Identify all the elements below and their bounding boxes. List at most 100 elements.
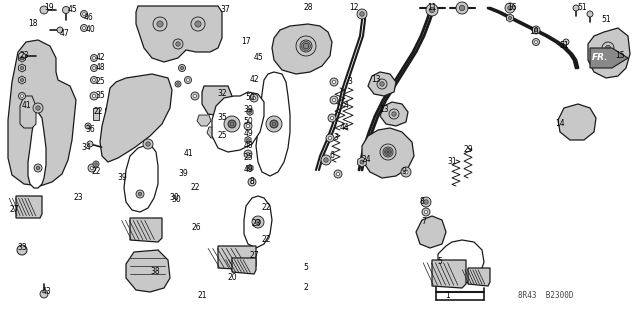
- Text: 46: 46: [83, 13, 93, 23]
- Polygon shape: [126, 250, 170, 292]
- Circle shape: [246, 152, 250, 156]
- Circle shape: [422, 208, 430, 216]
- Text: 10: 10: [529, 27, 539, 36]
- Circle shape: [266, 116, 282, 132]
- Text: 18: 18: [28, 19, 38, 28]
- Circle shape: [83, 12, 85, 15]
- Text: 22: 22: [261, 235, 271, 244]
- Circle shape: [36, 106, 40, 110]
- Circle shape: [40, 290, 48, 298]
- Polygon shape: [245, 137, 251, 144]
- Circle shape: [255, 219, 260, 225]
- Text: 25: 25: [217, 131, 227, 140]
- Circle shape: [272, 122, 276, 126]
- Circle shape: [187, 78, 189, 81]
- Circle shape: [90, 92, 98, 100]
- Text: 16: 16: [507, 4, 517, 12]
- Text: 32: 32: [217, 90, 227, 99]
- Polygon shape: [130, 218, 162, 242]
- Circle shape: [90, 64, 97, 71]
- Circle shape: [93, 161, 99, 167]
- Circle shape: [228, 120, 236, 128]
- Circle shape: [386, 150, 390, 154]
- Circle shape: [63, 6, 70, 13]
- Text: 8: 8: [250, 177, 254, 187]
- Polygon shape: [16, 196, 42, 218]
- Circle shape: [605, 45, 611, 51]
- Circle shape: [573, 5, 579, 11]
- Circle shape: [20, 95, 24, 97]
- Text: 49: 49: [243, 166, 253, 174]
- Circle shape: [175, 81, 181, 87]
- Circle shape: [606, 58, 610, 62]
- Polygon shape: [416, 216, 446, 248]
- Text: 27: 27: [9, 205, 19, 214]
- Polygon shape: [124, 144, 158, 212]
- Circle shape: [324, 158, 328, 162]
- Circle shape: [426, 4, 438, 16]
- Circle shape: [153, 17, 167, 31]
- Text: 27: 27: [249, 251, 259, 261]
- Circle shape: [228, 120, 236, 128]
- Circle shape: [296, 36, 316, 56]
- Text: 25: 25: [243, 153, 253, 162]
- Text: 15: 15: [615, 51, 625, 61]
- Text: 23: 23: [73, 194, 83, 203]
- Circle shape: [300, 40, 312, 52]
- Polygon shape: [558, 104, 596, 140]
- Circle shape: [380, 82, 384, 86]
- Text: 12: 12: [349, 4, 359, 12]
- Circle shape: [248, 111, 252, 113]
- Circle shape: [184, 77, 191, 84]
- Circle shape: [179, 64, 186, 71]
- Circle shape: [328, 137, 332, 140]
- Text: 39: 39: [178, 169, 188, 179]
- Text: 23: 23: [251, 219, 261, 228]
- Circle shape: [246, 124, 250, 128]
- Circle shape: [532, 39, 540, 46]
- Polygon shape: [8, 40, 76, 186]
- Circle shape: [83, 26, 85, 29]
- Circle shape: [95, 163, 97, 165]
- Circle shape: [224, 116, 240, 132]
- Polygon shape: [19, 64, 26, 72]
- Polygon shape: [588, 28, 630, 78]
- Circle shape: [87, 141, 93, 147]
- Circle shape: [326, 134, 334, 142]
- Circle shape: [332, 98, 335, 101]
- Polygon shape: [247, 108, 253, 115]
- Polygon shape: [358, 157, 366, 167]
- Circle shape: [424, 211, 428, 214]
- Circle shape: [34, 164, 42, 172]
- Polygon shape: [136, 6, 222, 62]
- Text: 42: 42: [95, 54, 105, 63]
- Circle shape: [173, 39, 183, 49]
- Circle shape: [81, 11, 88, 18]
- Circle shape: [248, 178, 256, 186]
- Circle shape: [20, 66, 24, 70]
- Circle shape: [244, 150, 252, 158]
- Circle shape: [180, 66, 184, 70]
- Circle shape: [252, 96, 255, 100]
- Circle shape: [87, 125, 89, 127]
- Polygon shape: [105, 108, 111, 120]
- Circle shape: [301, 41, 310, 50]
- Circle shape: [392, 112, 396, 116]
- Text: 35: 35: [95, 92, 105, 100]
- Text: 44: 44: [339, 123, 349, 132]
- Circle shape: [90, 77, 97, 84]
- Circle shape: [508, 6, 512, 10]
- Text: 40: 40: [86, 26, 96, 34]
- Circle shape: [90, 167, 93, 170]
- Circle shape: [604, 56, 612, 64]
- Text: 48: 48: [95, 63, 105, 72]
- Circle shape: [429, 7, 435, 13]
- Circle shape: [328, 114, 336, 122]
- Circle shape: [157, 21, 163, 27]
- Circle shape: [377, 79, 387, 89]
- Text: 22: 22: [261, 204, 271, 212]
- Circle shape: [85, 123, 91, 129]
- Text: 49: 49: [243, 130, 253, 138]
- Polygon shape: [368, 72, 396, 96]
- Text: 13: 13: [371, 76, 381, 85]
